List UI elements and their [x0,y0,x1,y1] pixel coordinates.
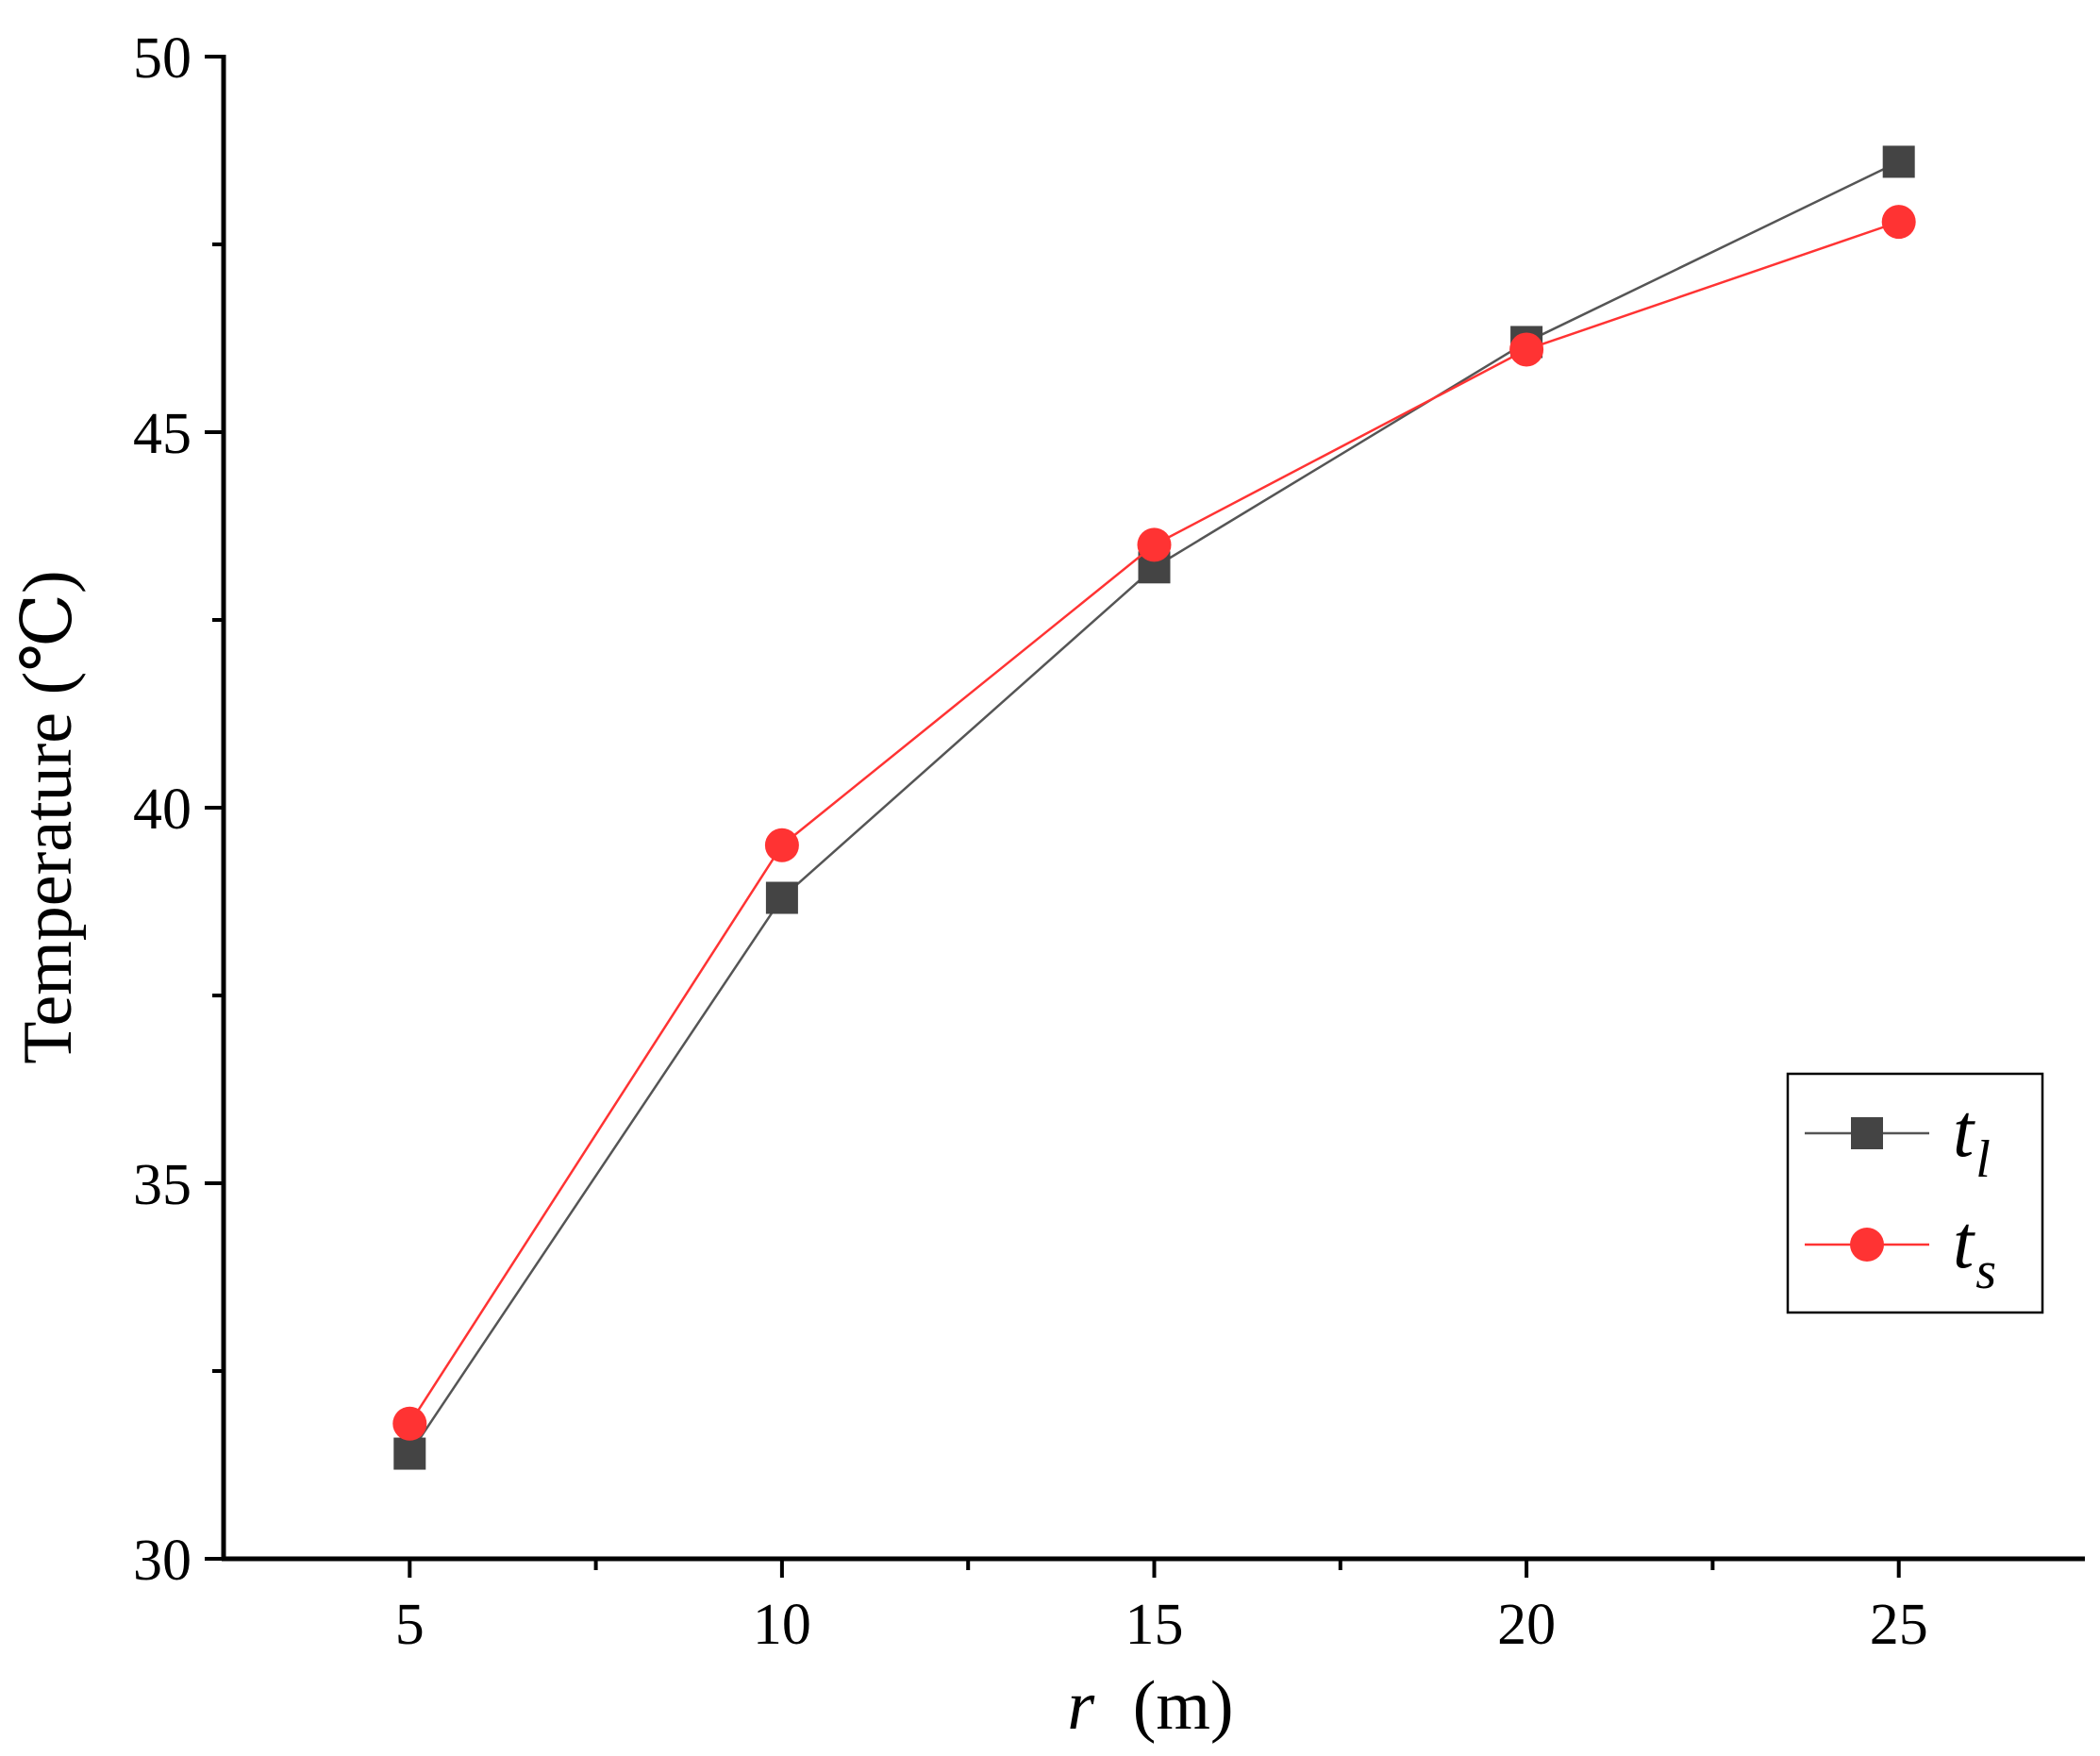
x-axis-title: r (m) [1067,1667,1233,1745]
series-t_s [392,205,1916,1441]
x-ticks: 5 10 15 20 25 [395,1559,1928,1657]
y-tick-label: 30 [133,1529,192,1593]
data-point [764,828,799,862]
data-point [1137,527,1172,562]
plot-area: 5 10 15 20 25 30 35 40 45 50 [133,26,2085,1657]
series-line [408,160,1900,1455]
legend-label: ts [1953,1201,1996,1300]
legend-marker [1850,1228,1884,1262]
y-axis-title: Temperature (℃) [9,570,87,1063]
series-group [392,145,1916,1470]
y-tick-label: 50 [133,26,192,91]
x-tick-label: 25 [1870,1593,1928,1657]
legend-label: tl [1953,1090,1991,1189]
x-tick-label: 20 [1497,1593,1556,1657]
x-tick-label: 15 [1125,1593,1184,1657]
data-point [765,881,798,914]
data-point [1881,205,1916,240]
legend-entry-t_l: tl [1805,1090,1991,1189]
data-point [393,1437,426,1470]
legend-marker [1851,1117,1883,1149]
y-tick-label: 40 [133,778,192,842]
legend-entry-t_s: ts [1805,1201,1996,1300]
data-point [1509,332,1544,367]
legend-entries: tl ts [1805,1090,1996,1300]
legend-box [1786,1072,2044,1314]
series-line [408,220,1900,1425]
legend: tl ts [1786,1072,2044,1314]
y-tick-label: 45 [133,402,192,466]
x-axis-unit: (m) [1133,1667,1234,1745]
x-tick-label: 5 [395,1593,425,1657]
data-point [1882,145,1915,178]
x-axis-variable: r [1067,1667,1095,1745]
x-tick-label: 10 [753,1593,811,1657]
y-ticks: 30 35 40 45 50 [133,26,224,1593]
data-point [392,1406,427,1441]
y-tick-label: 35 [133,1153,192,1217]
series-t_l [393,145,1915,1470]
